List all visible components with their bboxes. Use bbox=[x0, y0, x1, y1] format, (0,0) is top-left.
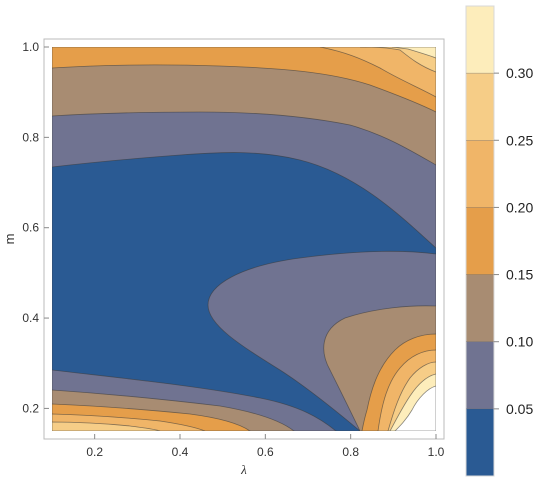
y-tick-label: 0.4 bbox=[22, 311, 39, 325]
x-axis-label: λ bbox=[240, 462, 247, 477]
legend: 0.05 0.10 0.15 0.20 0.25 0.30 bbox=[465, 5, 533, 477]
legend-tick-label: 0.20 bbox=[506, 199, 533, 215]
x-tick-label: 1.0 bbox=[428, 445, 445, 459]
contour-region-upper-030-035 bbox=[391, 47, 436, 59]
legend-color-bands bbox=[466, 6, 494, 476]
x-axis-ticks: 0.2 0.4 0.6 0.8 1.0 bbox=[86, 434, 445, 459]
y-tick-label: 1.0 bbox=[22, 40, 39, 54]
x-tick-label: 0.2 bbox=[86, 445, 103, 459]
legend-band bbox=[466, 274, 494, 342]
x-tick-label: 0.6 bbox=[257, 445, 274, 459]
legend-band bbox=[466, 341, 494, 409]
legend-band bbox=[466, 408, 494, 476]
contour-regions bbox=[52, 47, 436, 431]
x-tick-label: 0.8 bbox=[342, 445, 359, 459]
legend-tick-label: 0.15 bbox=[506, 267, 533, 283]
contour-region-lower-above-035 bbox=[394, 385, 436, 431]
legend-tick-label: 0.25 bbox=[506, 132, 533, 148]
contour-region-upper-015-020 bbox=[52, 47, 436, 113]
y-axis-label: m bbox=[2, 234, 17, 245]
y-tick-label: 0.2 bbox=[22, 401, 39, 415]
legend-band bbox=[466, 6, 494, 74]
legend-tick-label: 0.10 bbox=[506, 334, 533, 350]
legend-tick-label: 0.30 bbox=[506, 65, 533, 81]
contour-region-upper-025-030 bbox=[359, 47, 436, 73]
y-axis-ticks: 0.2 0.4 0.6 0.8 1.0 bbox=[22, 40, 49, 415]
contour-region-upper-020-025 bbox=[319, 47, 436, 98]
contour-region-bottom-025-030 bbox=[52, 421, 161, 431]
y-tick-label: 0.8 bbox=[22, 130, 39, 144]
legend-band bbox=[466, 73, 494, 141]
x-tick-label: 0.4 bbox=[172, 445, 189, 459]
legend-band bbox=[466, 140, 494, 208]
legend-band bbox=[466, 207, 494, 275]
legend-frame bbox=[465, 5, 495, 477]
y-tick-label: 0.6 bbox=[22, 221, 39, 235]
legend-tick-label: 0.05 bbox=[506, 401, 533, 417]
legend-ticks: 0.05 0.10 0.15 0.20 0.25 0.30 bbox=[466, 65, 533, 417]
